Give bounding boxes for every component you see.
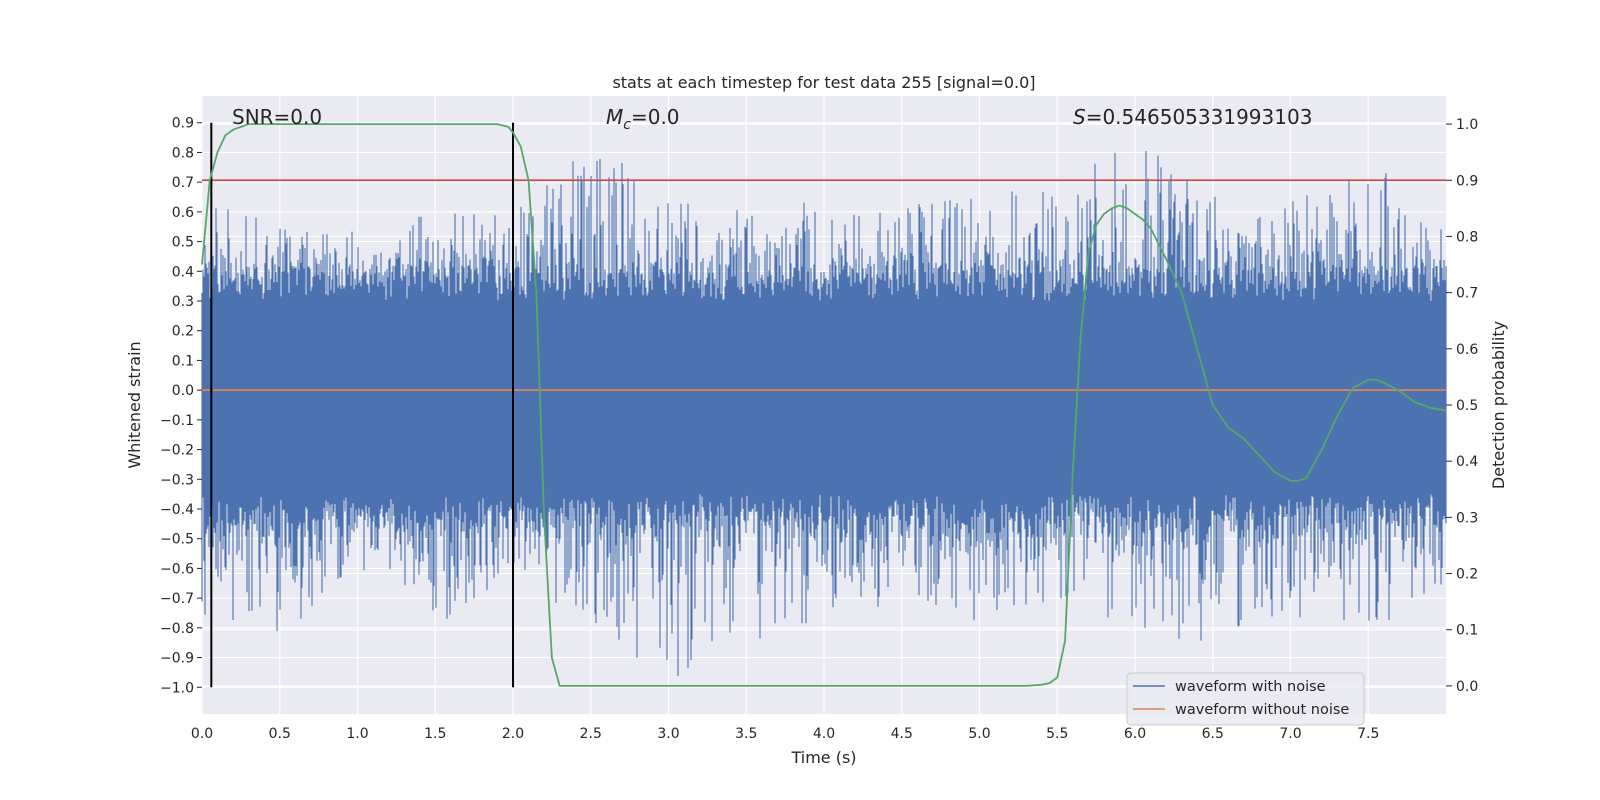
snr-annotation: SNR=0.0 bbox=[232, 105, 322, 129]
x-axis-label: Time (s) bbox=[790, 748, 856, 767]
legend-label-clean: waveform without noise bbox=[1175, 702, 1349, 718]
y-tick-label: 0.7 bbox=[172, 175, 194, 191]
y-tick-label: −0.7 bbox=[160, 591, 194, 607]
x-tick-label: 4.0 bbox=[813, 726, 835, 742]
y-tick-label: −0.1 bbox=[160, 413, 194, 429]
x-tick-label: 2.0 bbox=[502, 726, 524, 742]
y-tick-label: −0.8 bbox=[160, 621, 194, 637]
y-tick-label: 0.8 bbox=[172, 145, 194, 161]
y-tick-label: −0.2 bbox=[160, 443, 194, 459]
x-tick-label: 7.0 bbox=[1279, 726, 1301, 742]
x-tick-label: 1.0 bbox=[346, 726, 368, 742]
axes: 0.0 0.5 1.0 1.5 2.0 2.5 3.0 3.5 4.0 4.5 5.0 5.5 6.0 6… bbox=[160, 116, 1478, 742]
x-tick-label: 3.5 bbox=[735, 726, 757, 742]
overlay-lines bbox=[201, 122, 1447, 688]
y-tick-label: −0.3 bbox=[160, 472, 194, 488]
x-tick-label: 5.5 bbox=[1046, 726, 1068, 742]
y-tick-label: −0.4 bbox=[160, 502, 194, 518]
x-tick-label: 7.5 bbox=[1357, 726, 1379, 742]
y2-tick-label: 0.5 bbox=[1456, 398, 1478, 414]
y-tick-label: 0.3 bbox=[172, 294, 194, 310]
x-tick-label: 5.0 bbox=[968, 726, 990, 742]
chirp-mass-value: =0.0 bbox=[631, 105, 680, 129]
y2-tick-label: 0.9 bbox=[1456, 173, 1478, 189]
y-tick-label: 0.9 bbox=[172, 116, 194, 132]
x-tick-label: 2.5 bbox=[580, 726, 602, 742]
y-tick-label: −1.0 bbox=[160, 680, 194, 696]
legend-label-noise: waveform with noise bbox=[1175, 679, 1326, 695]
y2-tick-label: 0.8 bbox=[1456, 229, 1478, 245]
y-tick-label: 0.5 bbox=[172, 235, 194, 251]
score-symbol: S bbox=[1073, 105, 1086, 129]
y2-tick-label: 0.7 bbox=[1456, 286, 1478, 302]
chirp-mass-subscript: c bbox=[623, 117, 631, 133]
x-tick-label: 6.5 bbox=[1202, 726, 1224, 742]
y2-tick-label: 0.2 bbox=[1456, 567, 1478, 583]
score-annotation: S=0.546505331993103 bbox=[1073, 105, 1312, 129]
detection-probability-line bbox=[201, 123, 1447, 687]
score-value: =0.546505331993103 bbox=[1086, 105, 1313, 129]
y2-axis-label: Detection probability bbox=[1489, 321, 1508, 489]
y2-tick-label: 0.3 bbox=[1456, 510, 1478, 526]
y2-tick-label: 0.0 bbox=[1456, 679, 1478, 695]
y2-tick-label: 0.6 bbox=[1456, 342, 1478, 358]
y-tick-label: 0.2 bbox=[172, 324, 194, 340]
chirp-mass-symbol: M bbox=[606, 105, 623, 129]
chart-title: stats at each timestep for test data 255… bbox=[612, 73, 1035, 92]
y-tick-label: 0.6 bbox=[172, 205, 194, 221]
x-tick-label: 1.5 bbox=[424, 726, 446, 742]
y-axis-label: Whitened strain bbox=[125, 341, 144, 468]
y-tick-label: −0.6 bbox=[160, 561, 194, 577]
y2-tick-label: 0.1 bbox=[1456, 623, 1478, 639]
y-tick-label: 0.1 bbox=[172, 353, 194, 369]
y2-tick-label: 0.4 bbox=[1456, 454, 1478, 470]
y2-tick-label: 1.0 bbox=[1456, 117, 1478, 133]
y-tick-label: 0.4 bbox=[172, 264, 194, 280]
chirp-mass-annotation: Mc=0.0 bbox=[606, 105, 680, 133]
y-tick-label: −0.5 bbox=[160, 532, 194, 548]
legend-box bbox=[1126, 672, 1365, 726]
y-tick-label: −0.9 bbox=[160, 651, 194, 667]
x-tick-label: 0.0 bbox=[191, 726, 213, 742]
x-tick-label: 6.0 bbox=[1124, 726, 1146, 742]
legend: waveform with noise waveform without noi… bbox=[1126, 672, 1365, 726]
x-tick-label: 0.5 bbox=[269, 726, 291, 742]
y-tick-label: 0.0 bbox=[172, 383, 194, 399]
x-tick-label: 4.5 bbox=[891, 726, 913, 742]
x-tick-label: 3.0 bbox=[657, 726, 679, 742]
